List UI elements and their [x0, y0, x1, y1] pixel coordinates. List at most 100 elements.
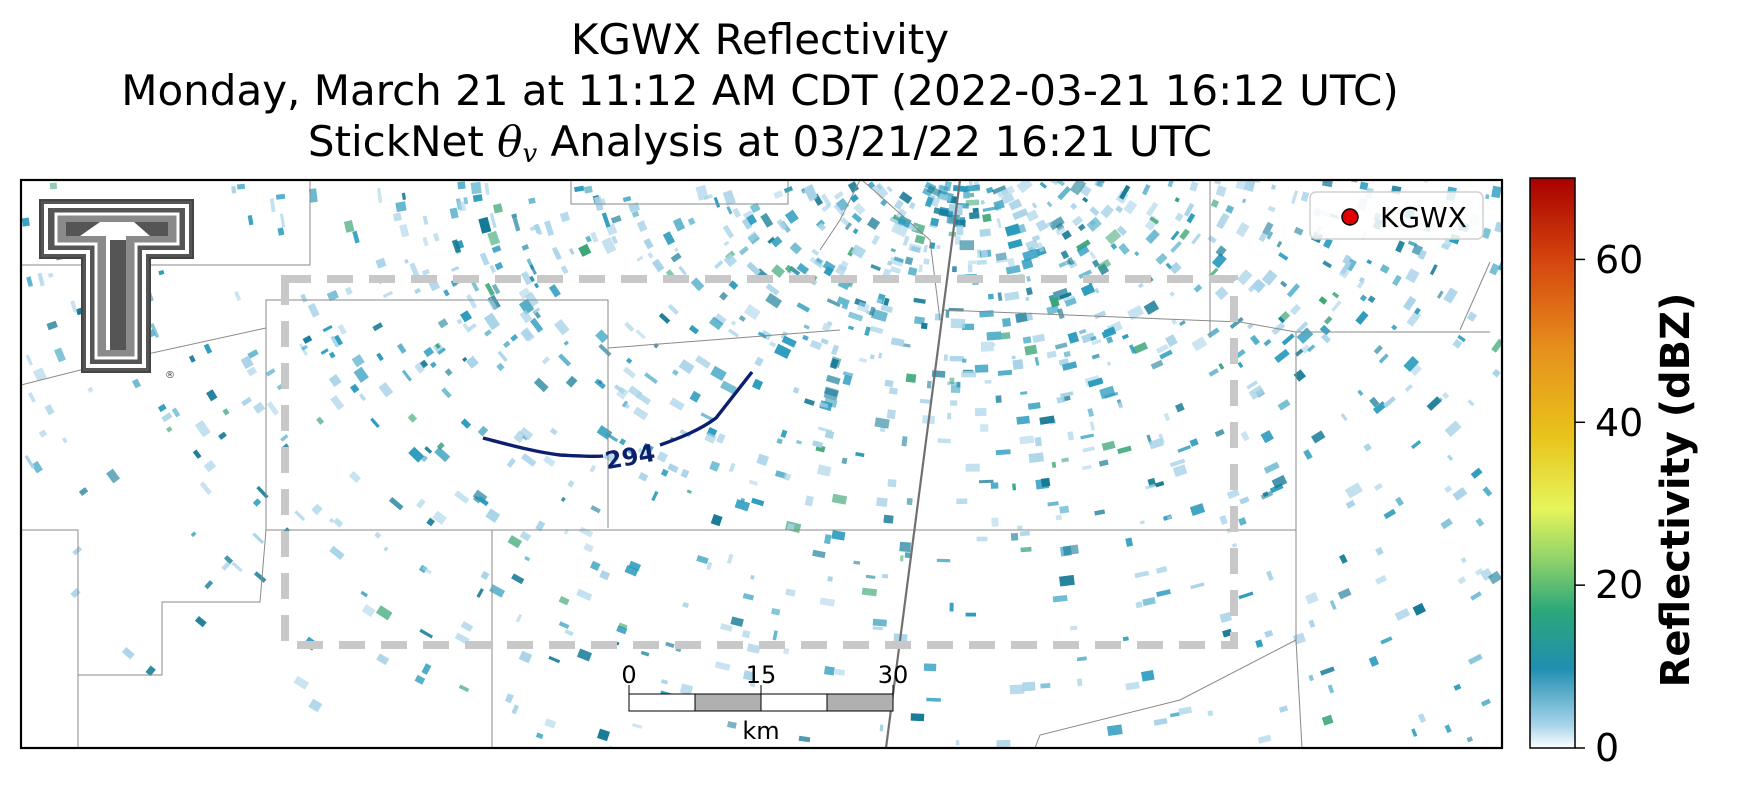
- echo-pixel: [1158, 433, 1165, 444]
- echo-pixel: [624, 403, 630, 409]
- echo-pixel: [1080, 283, 1096, 297]
- echo-pixel: [776, 218, 787, 231]
- echo-pixel: [974, 364, 989, 373]
- echo-pixel: [1380, 636, 1393, 645]
- echo-pixel: [1076, 656, 1087, 662]
- echo-pixel: [451, 265, 460, 272]
- echo-pixel: [856, 301, 870, 314]
- echo-pixel: [890, 337, 905, 347]
- echo-pixel: [480, 570, 490, 581]
- echo-pixel: [1060, 250, 1070, 260]
- echo-pixel: [820, 338, 829, 345]
- echo-pixel: [757, 331, 767, 339]
- echo-pixel: [541, 356, 551, 365]
- echo-pixel: [961, 323, 975, 330]
- echo-pixel: [1373, 482, 1383, 491]
- echo-pixel: [822, 260, 836, 273]
- echo-pixel: [1019, 435, 1035, 445]
- echo-pixel: [1383, 508, 1397, 520]
- echo-pixel: [1321, 714, 1334, 726]
- echo-pixel: [1447, 454, 1454, 462]
- echo-pixel: [1481, 227, 1492, 240]
- echo-pixel: [479, 252, 490, 266]
- echo-pixel: [1165, 262, 1173, 270]
- echo-pixel: [409, 262, 420, 278]
- echo-pixel: [252, 498, 262, 507]
- echo-pixel: [1020, 391, 1028, 395]
- echo-pixel: [955, 740, 960, 746]
- echo-pixel: [1443, 287, 1458, 304]
- echo-pixel: [1054, 342, 1068, 350]
- echo-pixel: [772, 630, 778, 641]
- echo-pixel: [353, 366, 369, 383]
- echo-pixel: [1480, 698, 1491, 707]
- echo-pixel: [1016, 180, 1033, 194]
- echo-pixel: [861, 587, 878, 597]
- echo-pixel: [1031, 234, 1041, 242]
- echo-pixel: [893, 199, 904, 210]
- echo-pixel: [1100, 204, 1114, 219]
- echo-pixel: [966, 184, 981, 192]
- echo-pixel: [643, 237, 654, 250]
- echo-pixel: [502, 340, 511, 349]
- echo-pixel: [491, 245, 502, 254]
- title-line-3: StickNet θv Analysis at 03/21/22 16:21 U…: [20, 116, 1500, 180]
- echo-pixel: [565, 375, 578, 388]
- echo-pixel: [1452, 338, 1463, 349]
- echo-pixel: [1055, 226, 1066, 236]
- echo-pixel: [1189, 181, 1199, 192]
- echo-pixel: [952, 185, 968, 193]
- echo-pixel: [897, 215, 912, 228]
- echo-pixel: [956, 498, 968, 504]
- echo-pixel: [872, 618, 887, 627]
- echo-pixel: [37, 272, 45, 287]
- reflectivity-echoes: [21, 180, 1502, 748]
- echo-pixel: [1409, 363, 1422, 376]
- echo-pixel: [1081, 332, 1096, 344]
- echo-pixel: [265, 368, 276, 377]
- echo-pixel: [893, 256, 904, 263]
- echo-pixel: [28, 392, 36, 403]
- echo-pixel: [1191, 336, 1208, 352]
- echo-pixel: [631, 210, 640, 218]
- echo-pixel: [774, 343, 792, 359]
- echo-pixel: [601, 212, 611, 228]
- echo-pixel: [947, 412, 952, 420]
- echo-pixel: [1308, 619, 1316, 628]
- echo-pixel: [833, 191, 844, 200]
- echo-pixel: [601, 237, 617, 255]
- echo-pixel: [874, 417, 890, 429]
- echo-pixel: [1026, 275, 1031, 282]
- echo-pixel: [1363, 443, 1372, 452]
- echo-pixel: [855, 452, 865, 458]
- echo-pixel: [466, 294, 478, 309]
- echo-pixel: [521, 453, 537, 467]
- echo-pixel: [722, 189, 736, 206]
- echo-pixel: [459, 310, 473, 323]
- echo-pixel: [986, 331, 1002, 341]
- echo-pixel: [987, 293, 994, 300]
- echo-pixel: [1466, 311, 1478, 322]
- echo-pixel: [560, 265, 569, 275]
- echo-pixel: [1027, 402, 1041, 410]
- echo-pixel: [965, 463, 980, 472]
- echo-pixel: [1107, 724, 1123, 737]
- echo-pixel: [1143, 300, 1160, 315]
- echo-pixel: [344, 286, 353, 296]
- echo-pixel: [1034, 356, 1040, 366]
- echo-pixel: [485, 508, 501, 523]
- echo-pixel: [982, 213, 992, 223]
- echo-pixel: [374, 531, 382, 539]
- echo-pixel: [1241, 198, 1247, 204]
- echo-pixel: [382, 290, 394, 299]
- echo-pixel: [458, 201, 467, 212]
- title-line-3-prefix: StickNet: [307, 117, 484, 166]
- echo-pixel: [914, 234, 926, 245]
- echo-pixel: [519, 530, 532, 542]
- echo-pixel: [1110, 243, 1118, 250]
- echo-pixel: [619, 438, 627, 446]
- echo-pixel: [484, 329, 492, 337]
- echo-pixel: [247, 349, 259, 359]
- echo-pixel: [748, 479, 759, 486]
- echo-pixel: [316, 416, 325, 425]
